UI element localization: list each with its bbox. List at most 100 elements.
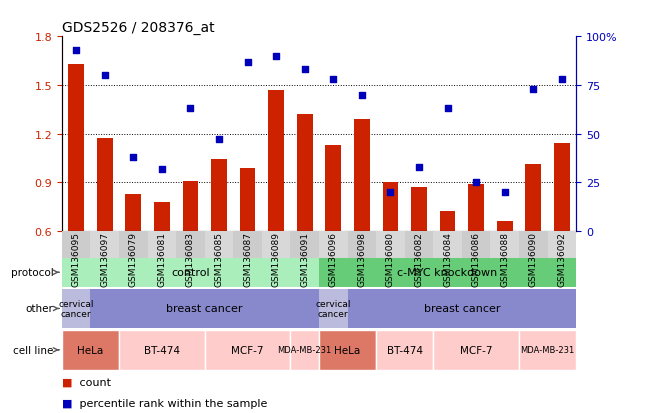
Bar <box>326 145 341 231</box>
Bar <box>62 258 319 287</box>
Bar <box>90 231 119 258</box>
Bar <box>119 231 148 258</box>
Bar <box>376 330 434 370</box>
Text: GSM136092: GSM136092 <box>557 232 566 287</box>
Bar <box>319 258 576 287</box>
Text: count: count <box>76 377 111 387</box>
Text: GSM136084: GSM136084 <box>443 232 452 287</box>
Bar <box>68 65 84 231</box>
Bar <box>62 231 90 258</box>
Text: HeLa: HeLa <box>77 345 104 355</box>
Text: ■: ■ <box>62 398 72 408</box>
Text: GSM136091: GSM136091 <box>300 232 309 287</box>
Bar <box>462 231 490 258</box>
Text: GSM136081: GSM136081 <box>158 232 167 287</box>
Text: BT-474: BT-474 <box>144 345 180 355</box>
Bar <box>319 330 376 370</box>
Bar <box>182 181 199 231</box>
Point <box>414 164 424 171</box>
Bar <box>434 330 519 370</box>
Bar <box>211 160 227 231</box>
Bar <box>290 231 319 258</box>
Bar <box>497 221 512 231</box>
Bar <box>97 139 113 231</box>
Text: GSM136098: GSM136098 <box>357 232 367 287</box>
Text: ■: ■ <box>62 377 72 387</box>
Text: GSM136083: GSM136083 <box>186 232 195 287</box>
Text: GSM136088: GSM136088 <box>500 232 509 287</box>
Text: MCF-7: MCF-7 <box>231 345 264 355</box>
Text: GSM136082: GSM136082 <box>415 232 424 287</box>
Bar <box>468 184 484 231</box>
Text: GSM136079: GSM136079 <box>129 232 138 287</box>
Text: percentile rank within the sample: percentile rank within the sample <box>76 398 268 408</box>
Bar <box>204 231 233 258</box>
Bar <box>319 330 376 370</box>
Point <box>271 53 281 60</box>
Bar <box>490 231 519 258</box>
Bar <box>290 330 319 370</box>
Text: cervical
cancer: cervical cancer <box>59 299 94 318</box>
Bar <box>126 194 141 231</box>
Text: GSM136095: GSM136095 <box>72 232 81 287</box>
Bar <box>376 330 434 370</box>
Point <box>442 106 452 112</box>
Point <box>499 189 510 196</box>
Bar <box>348 231 376 258</box>
Bar <box>439 212 456 231</box>
Bar <box>519 231 547 258</box>
Point <box>385 189 396 196</box>
Text: GSM136080: GSM136080 <box>386 232 395 287</box>
Text: breast cancer: breast cancer <box>424 304 500 314</box>
Bar <box>383 183 398 231</box>
Text: MCF-7: MCF-7 <box>460 345 492 355</box>
Bar <box>90 289 319 328</box>
Text: GDS2526 / 208376_at: GDS2526 / 208376_at <box>62 21 214 35</box>
Bar <box>262 231 290 258</box>
Bar <box>62 330 119 370</box>
Point <box>528 86 538 93</box>
Bar <box>519 330 576 370</box>
Text: GSM136085: GSM136085 <box>214 232 223 287</box>
Bar <box>154 202 170 231</box>
Bar <box>62 330 119 370</box>
Bar <box>148 231 176 258</box>
Bar <box>204 330 290 370</box>
Bar <box>119 330 204 370</box>
Point <box>100 73 110 79</box>
Text: GSM136090: GSM136090 <box>529 232 538 287</box>
Text: protocol: protocol <box>10 268 59 278</box>
Point <box>128 154 139 161</box>
Text: GSM136086: GSM136086 <box>471 232 480 287</box>
Bar <box>434 330 519 370</box>
Text: GSM136087: GSM136087 <box>243 232 252 287</box>
Point <box>242 59 253 66</box>
Bar <box>176 231 204 258</box>
Text: GSM136097: GSM136097 <box>100 232 109 287</box>
Bar <box>119 330 204 370</box>
Bar <box>319 231 348 258</box>
Bar <box>204 330 290 370</box>
Bar <box>434 231 462 258</box>
Text: MDA-MB-231: MDA-MB-231 <box>277 346 332 354</box>
Text: BT-474: BT-474 <box>387 345 422 355</box>
Point <box>71 47 81 54</box>
Text: GSM136096: GSM136096 <box>329 232 338 287</box>
Bar <box>348 289 576 328</box>
Bar <box>240 168 255 231</box>
Bar <box>554 144 570 231</box>
Text: MDA-MB-231: MDA-MB-231 <box>520 346 575 354</box>
Bar <box>519 330 576 370</box>
Text: other: other <box>25 304 59 314</box>
Point <box>357 92 367 99</box>
Point <box>299 67 310 74</box>
Bar <box>233 231 262 258</box>
Bar <box>354 120 370 231</box>
Text: breast cancer: breast cancer <box>167 304 243 314</box>
Bar <box>319 289 348 328</box>
Text: GSM136089: GSM136089 <box>271 232 281 287</box>
Text: HeLa: HeLa <box>335 345 361 355</box>
Bar <box>376 231 405 258</box>
Bar <box>297 115 312 231</box>
Text: cell line: cell line <box>13 345 59 355</box>
